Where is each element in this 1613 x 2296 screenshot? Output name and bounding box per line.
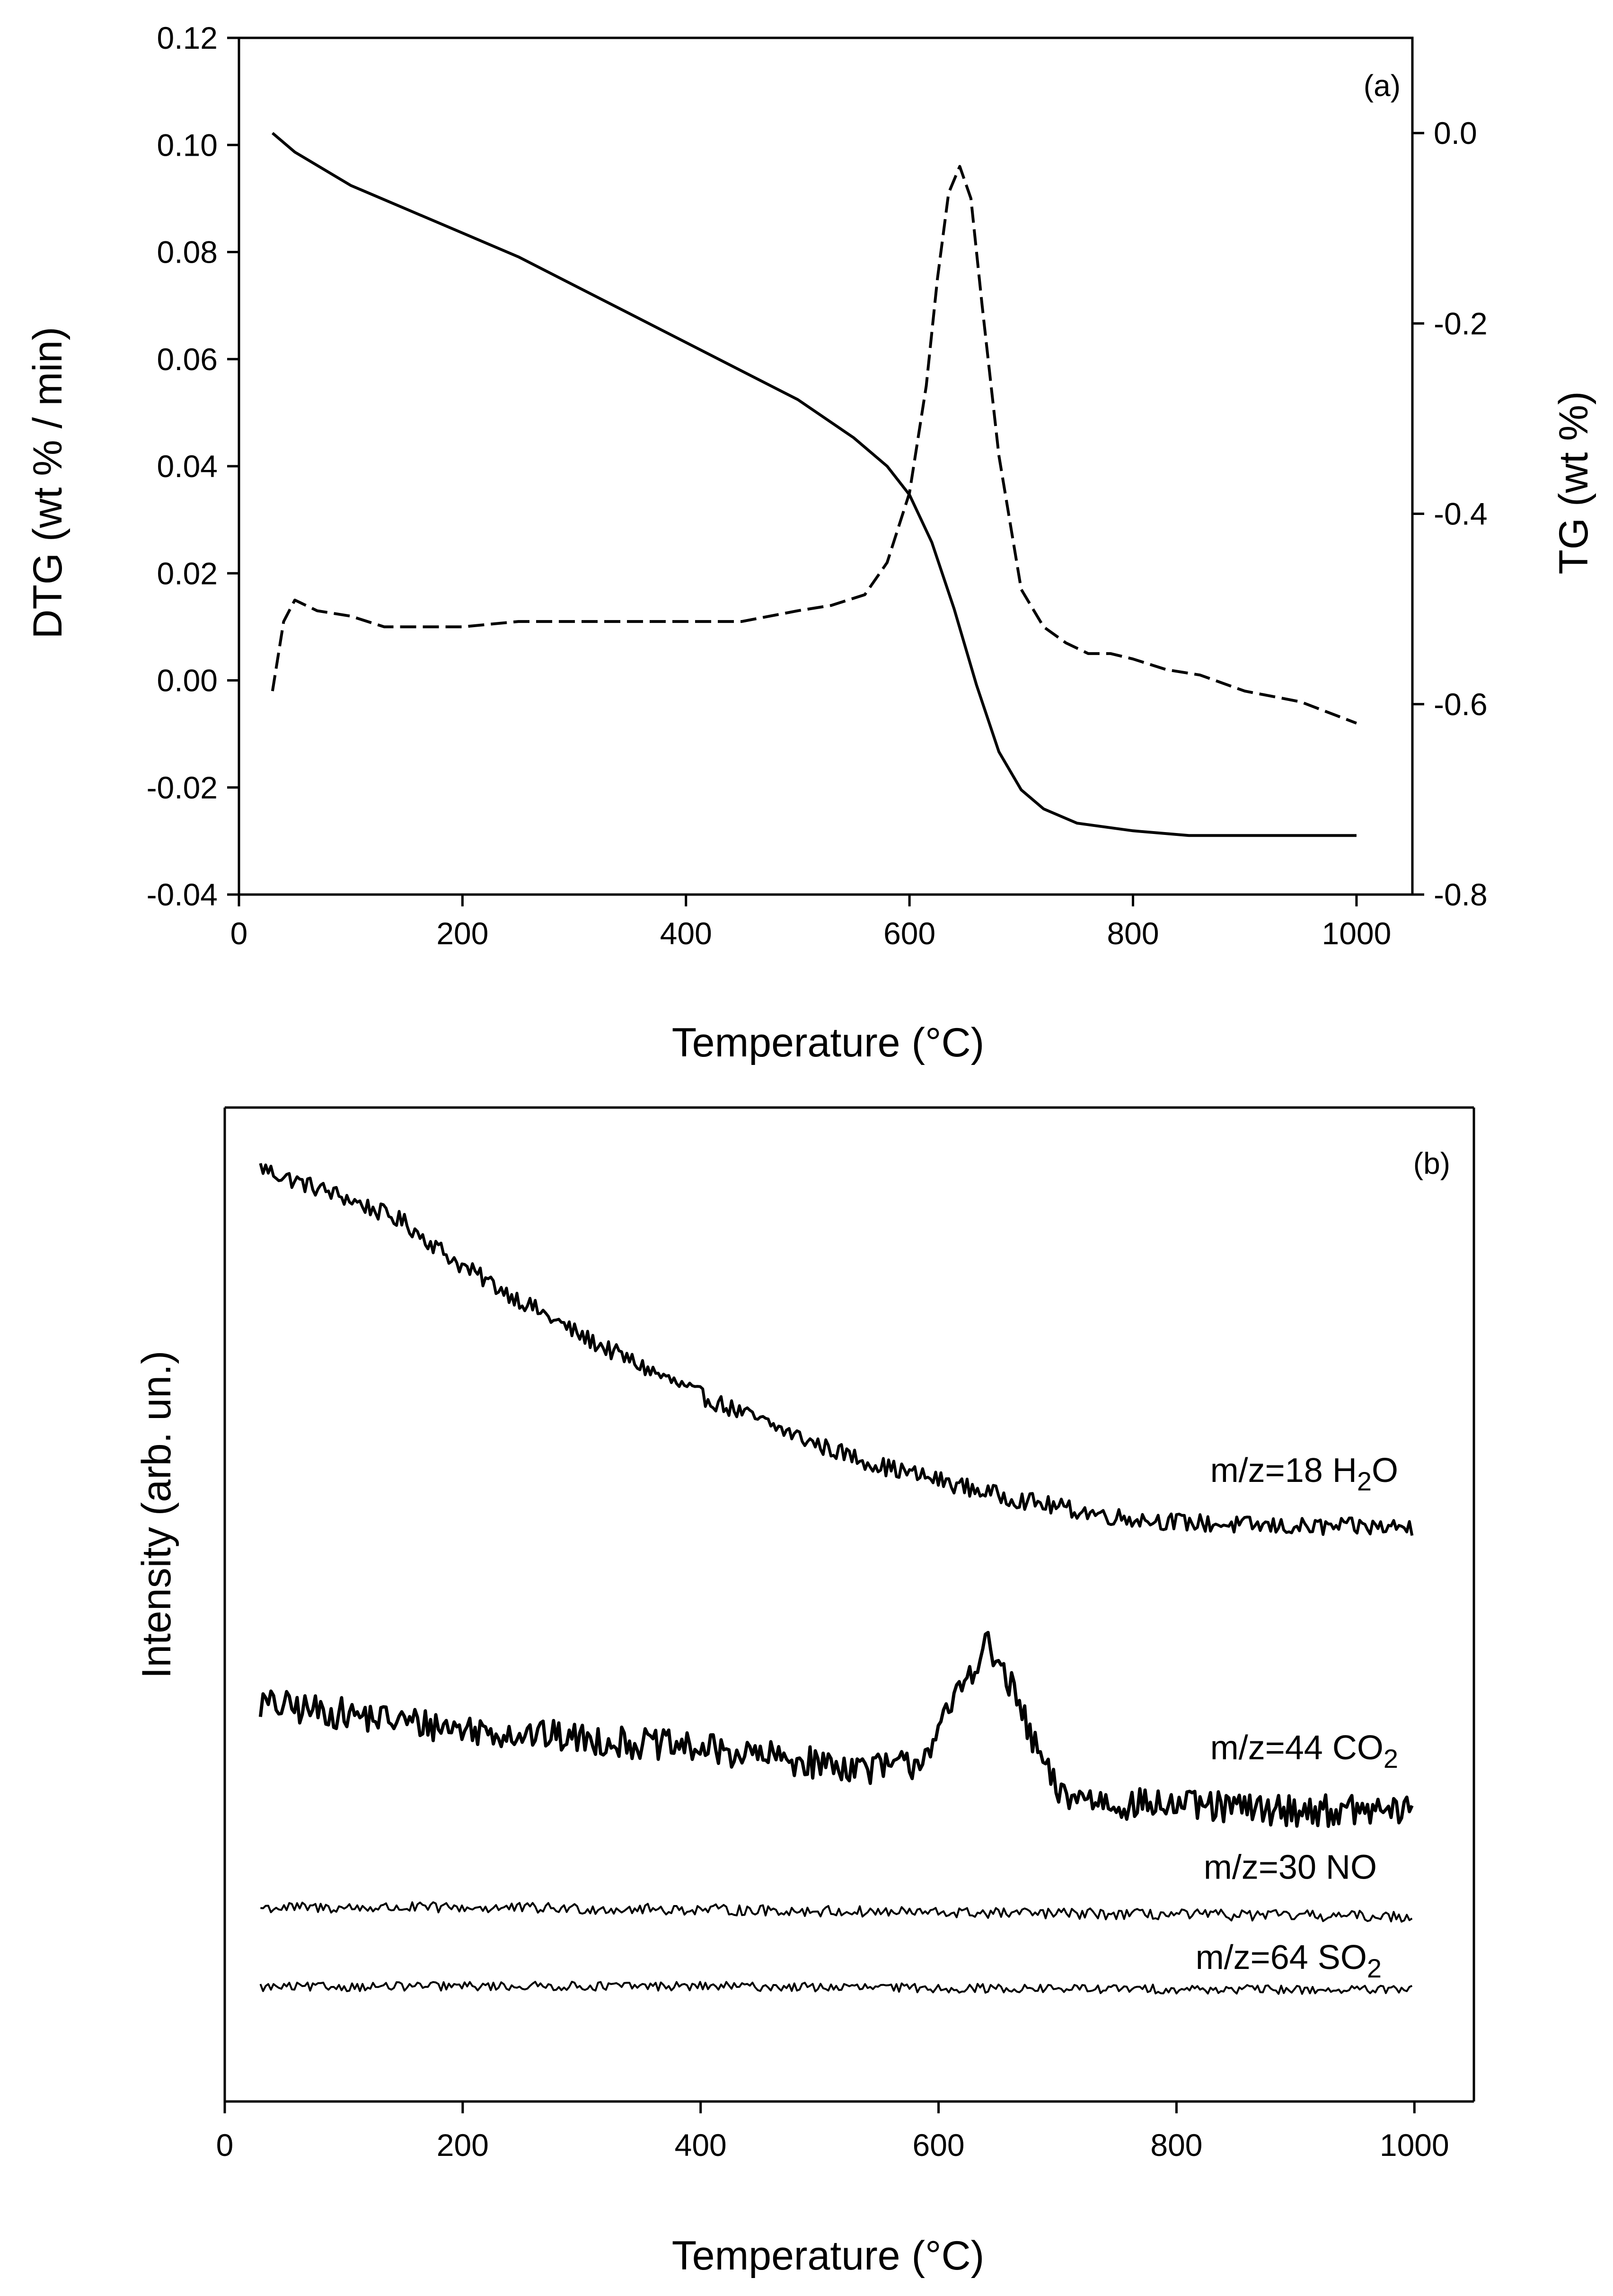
panel-b-series-line-1 [258,1631,1414,1828]
panel-a-ticks: 0 200 400 600 800 1000 -0.04 -0.02 0.00 0.02 0.04 0… [147,20,1488,951]
panel-a-right-axis-title: TG (wt %) [1551,391,1596,575]
panel-a-x-tick-label: 800 [1107,916,1159,951]
panel-a-left-tick-label: 0.12 [157,20,218,55]
panel-a-right-tick-label: -0.8 [1434,877,1488,912]
panel-b-series-line-0 [259,1163,1414,1536]
panel-a-series-dtg-line [271,165,1357,725]
panel-a-x-tick-label: 200 [436,916,488,951]
series-label-main: m/z=18 H [1210,1452,1357,1489]
panel-a-left-tick-label: 0.06 [157,342,218,377]
panel-b-x-tick-label: 600 [913,2128,965,2163]
panel-b-tag: (b) [1413,1146,1450,1180]
panel-a-left-tick-label: 0.04 [157,449,218,484]
panel-a-left-axis-title: DTG (wt % / min) [25,327,71,638]
series-label-tail: O [1372,1452,1398,1489]
panel-a-left-tick-label: -0.04 [147,877,218,912]
panel-a-tag: (a) [1364,69,1401,103]
panel-b-series [258,1163,1414,1995]
panel-a-right-tick-label: -0.2 [1434,306,1488,341]
panel-b-y-axis-title: Intensity (arb. un.) [134,1350,179,1678]
series-label-main: m/z=64 SO [1196,1939,1367,1977]
panel-a-left-tick-label: 0.02 [157,556,218,591]
panel-b-axes [223,1106,1475,2103]
panel-b-series-label-1: m/z=44 CO2 [1210,1729,1398,1773]
panel-b-series-label-0: m/z=18 H2O [1210,1452,1398,1496]
panel-a-series-tg-line [271,132,1357,837]
panel-a-right-tick-label: -0.6 [1434,687,1488,722]
panel-b-series-label-2: m/z=30 NO [1204,1848,1377,1886]
panel-a-x-tick-label: 400 [660,916,712,951]
panel-b-x-tick-label: 800 [1150,2128,1202,2163]
panel-b-series-label-3: m/z=64 SO2 [1196,1939,1382,1983]
panel-a-x-tick-label: 0 [230,916,248,951]
panel-b-series-line-2 [260,1901,1413,1923]
panel-a-x-tick-label: 1000 [1322,916,1391,951]
panel-b-x-tick-label: 1000 [1380,2128,1449,2163]
panel-a-right-tick-label: 0.0 [1434,115,1477,151]
panel-a-dtg-tg-chart: 0 200 400 600 800 1000 -0.04 -0.02 0.00 0.02 0.04 0… [25,20,1596,1065]
panel-b-x-tick-label: 200 [437,2128,489,2163]
panel-b-x-tick-label: 400 [675,2128,727,2163]
series-label-subscript: 2 [1367,1953,1382,1983]
panel-b-ticks: 0 200 400 600 800 1000 [216,2101,1449,2163]
panel-b-x-tick-label: 0 [216,2128,234,2163]
panel-a-right-tick-label: -0.4 [1434,496,1488,532]
panel-a-series [271,132,1357,837]
panel-a-x-tick-label: 600 [883,916,935,951]
panel-a-left-tick-label: 0.00 [157,663,218,698]
series-label-subscript: 2 [1357,1466,1372,1496]
panel-a-x-axis-title: Temperature (°C) [672,1020,984,1065]
panel-a-left-tick-label: 0.08 [157,235,218,270]
panel-b-series-line-3 [259,1981,1413,1995]
series-label-subscript: 2 [1384,1744,1398,1773]
panel-b-x-axis-title: Temperature (°C) [672,2233,984,2278]
series-label-main: m/z=30 NO [1204,1848,1377,1886]
panel-a-left-tick-label: 0.10 [157,127,218,162]
panel-a-left-tick-label: -0.02 [147,770,218,805]
series-label-main: m/z=44 CO [1210,1729,1384,1767]
